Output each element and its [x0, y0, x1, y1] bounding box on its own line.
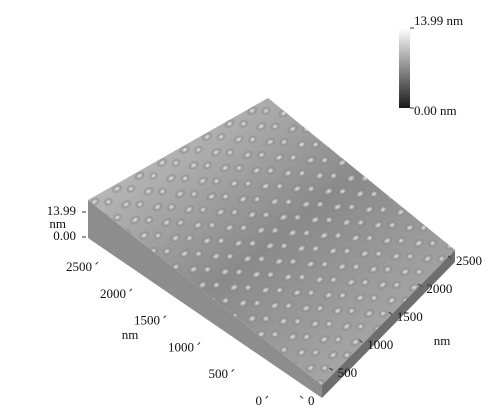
x-axis-label: nm	[122, 327, 139, 342]
tick-mark	[300, 396, 303, 398]
tick-label: 1500	[397, 309, 423, 324]
tick-label: 2500	[456, 253, 482, 268]
tick-label: 2000	[426, 281, 452, 296]
surface	[60, 80, 480, 410]
tick-label: 500	[338, 365, 358, 380]
chart: nm nm nm 0500100015002000250005001000150…	[0, 0, 497, 414]
tick-label: 2500	[66, 259, 92, 274]
tick-mark	[96, 262, 98, 264]
tick-label: 1000	[168, 339, 194, 354]
tick-mark	[164, 316, 166, 318]
colorbar	[399, 28, 410, 108]
tick-mark	[266, 396, 268, 398]
tick-mark	[198, 342, 200, 344]
tick-label: 1000	[367, 337, 393, 352]
tick-mark	[232, 369, 234, 371]
tick-label: 0	[308, 393, 315, 408]
y-axis-label: nm	[434, 333, 451, 348]
tick-label: 1500	[134, 313, 160, 328]
tick-label: 0	[256, 393, 263, 408]
tick-label: 2000	[100, 286, 126, 301]
tick-mark	[130, 289, 132, 291]
colorbar-label: 13.99 nm	[414, 13, 463, 28]
tick-label: 500	[209, 366, 229, 381]
colorbar-label: 0.00 nm	[414, 103, 457, 118]
tick-label: 13.99	[47, 203, 76, 218]
tick-label: 0.00	[53, 228, 76, 243]
